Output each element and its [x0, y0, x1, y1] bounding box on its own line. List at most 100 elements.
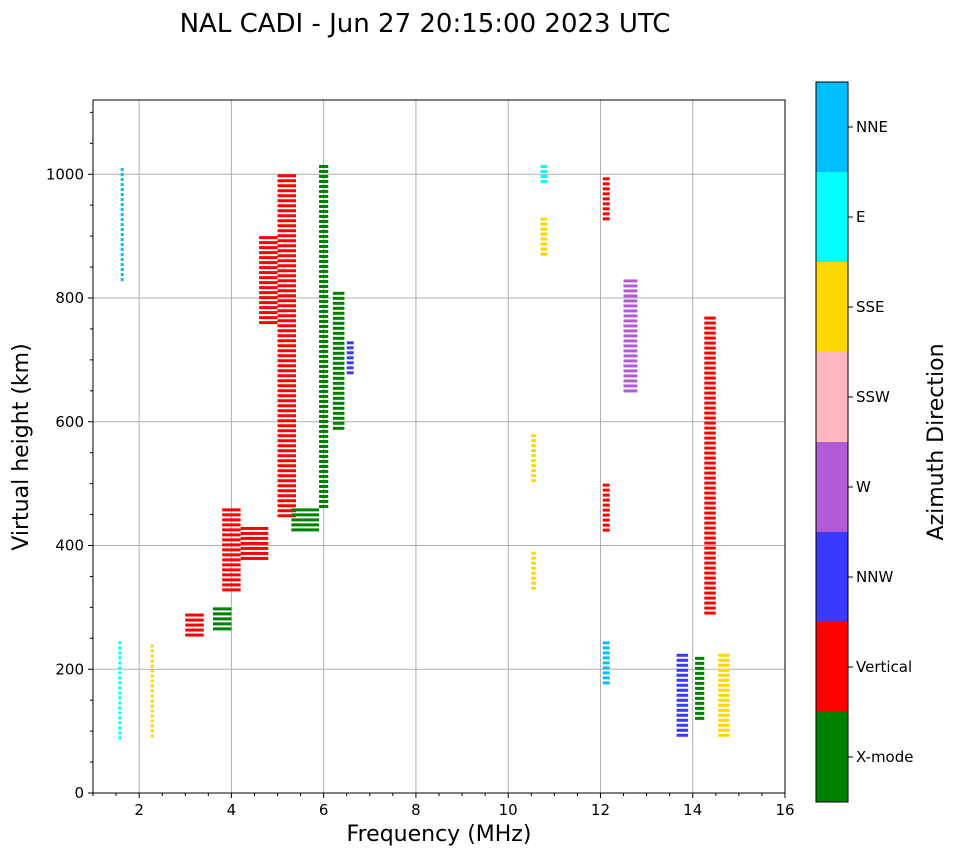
echo-mark — [332, 331, 345, 335]
echo-mark — [277, 314, 296, 318]
echo-mark — [704, 431, 716, 435]
echo-mark — [319, 454, 329, 458]
echo-mark — [118, 686, 122, 690]
echo-mark — [222, 543, 241, 547]
echo-mark — [676, 703, 689, 707]
echo-mark — [704, 516, 716, 520]
echo-mark — [531, 459, 536, 463]
colorbar-swatch — [816, 712, 848, 802]
x-tick-label: 16 — [775, 801, 794, 819]
echo-mark — [695, 696, 705, 700]
colorbar-swatch — [816, 82, 848, 172]
echo-mark — [120, 258, 124, 262]
echo-mark — [212, 607, 232, 611]
echo-mark — [319, 319, 329, 323]
echo-mark — [240, 546, 269, 550]
echo-mark — [346, 361, 354, 365]
echo-mark — [718, 683, 730, 687]
echo-mark — [277, 249, 296, 253]
echo-mark — [676, 723, 689, 727]
x-tick-label: 6 — [319, 801, 329, 819]
echo-mark — [319, 284, 329, 288]
echo-mark — [531, 576, 536, 580]
echo-mark — [623, 349, 638, 353]
echo-mark — [332, 401, 345, 405]
echo-mark — [259, 256, 278, 260]
echo-mark — [118, 656, 122, 660]
echo-mark — [118, 726, 122, 730]
echo-mark — [150, 694, 154, 698]
echo-mark — [240, 541, 269, 545]
colorbar: X-mode Vertical NNW W SSW SSE E NNE — [815, 81, 913, 803]
echo-mark — [695, 661, 705, 665]
echo-mark — [531, 566, 536, 570]
y-tick-label: 800 — [55, 289, 84, 307]
echo-mark — [319, 389, 329, 393]
echo-mark — [277, 214, 296, 218]
echo-mark — [120, 168, 124, 172]
echo-mark — [277, 469, 296, 473]
echo-mark — [259, 291, 278, 295]
echo-mark — [676, 698, 689, 702]
echo-mark — [718, 673, 730, 677]
colorbar-tick-label: E — [856, 208, 865, 226]
echo-mark — [319, 494, 329, 498]
echo-mark — [676, 678, 689, 682]
echo-mark — [602, 217, 610, 221]
echo-mark — [259, 241, 278, 245]
echo-mark — [623, 284, 638, 288]
echo-mark — [332, 396, 345, 400]
echo-mark — [332, 411, 345, 415]
echo-mark — [277, 319, 296, 323]
echo-mark — [319, 259, 329, 263]
echo-mark — [676, 658, 689, 662]
chart-title: NAL CADI - Jun 27 20:15:00 2023 UTC — [180, 9, 671, 39]
echo-mark — [704, 321, 716, 325]
echo-mark — [704, 361, 716, 365]
echo-mark — [319, 424, 329, 428]
echo-mark — [319, 274, 329, 278]
echo-mark — [332, 321, 345, 325]
echo-mark — [277, 384, 296, 388]
echo-mark — [150, 724, 154, 728]
echo-mark — [222, 508, 241, 512]
echo-mark — [676, 708, 689, 712]
echo-mark — [332, 391, 345, 395]
echo-mark — [222, 558, 241, 562]
echo-mark — [346, 346, 354, 350]
echo-mark — [277, 199, 296, 203]
echo-mark — [704, 456, 716, 460]
echo-mark — [319, 429, 329, 433]
echo-mark — [277, 219, 296, 223]
echo-mark — [695, 716, 705, 720]
echo-mark — [319, 334, 329, 338]
echo-mark — [277, 254, 296, 258]
colorbar-tick-label: W — [856, 478, 871, 496]
echo-mark — [277, 349, 296, 353]
echo-mark — [319, 224, 329, 228]
echo-mark — [319, 384, 329, 388]
plot-area — [93, 100, 785, 793]
echo-mark — [319, 264, 329, 268]
echo-mark — [676, 673, 689, 677]
echo-mark — [332, 316, 345, 320]
echo-mark — [718, 718, 730, 722]
echo-mark — [704, 491, 716, 495]
colorbar-swatch — [816, 352, 848, 442]
echo-mark — [676, 733, 689, 737]
echo-mark — [120, 268, 124, 272]
x-tick-label: 12 — [591, 801, 610, 819]
echo-mark — [319, 359, 329, 363]
echo-mark — [602, 498, 610, 502]
echo-mark — [319, 474, 329, 478]
echo-mark — [277, 329, 296, 333]
echo-mark — [240, 536, 269, 540]
echo-mark — [704, 606, 716, 610]
echo-mark — [120, 218, 124, 222]
echo-mark — [531, 556, 536, 560]
echo-mark — [277, 484, 296, 488]
echo-mark — [695, 691, 705, 695]
echo-mark — [531, 454, 536, 458]
echo-mark — [212, 617, 232, 621]
